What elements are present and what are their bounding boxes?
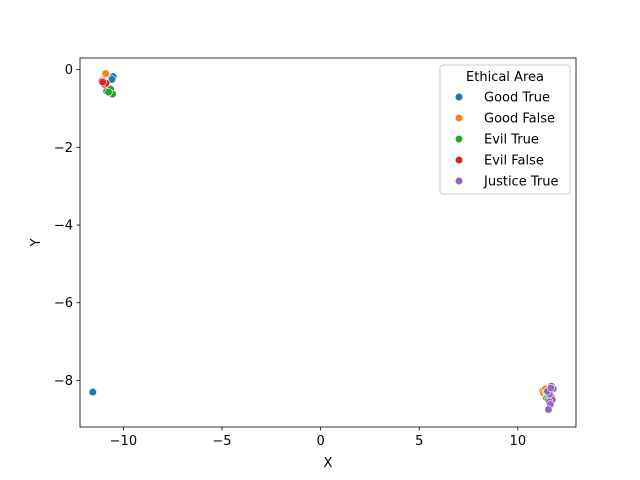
legend-marker-good-true	[454, 92, 464, 102]
legend: Ethical Area Good True Good False Evil Tru…	[439, 64, 571, 195]
point-evil-false	[98, 77, 107, 87]
legend-title: Ethical Area	[466, 70, 544, 85]
x-tick-label: 10	[510, 434, 527, 449]
legend-label-justice-true: Justice True	[483, 175, 558, 190]
legend-label-good-true: Good True	[484, 91, 550, 106]
y-tick-label: −2	[54, 141, 73, 156]
x-tick-label: −5	[212, 434, 231, 449]
y-axis-ticks: 0 −2 −4 −6 −8	[54, 63, 80, 389]
x-tick-label: 0	[316, 434, 324, 449]
legend-label-evil-false: Evil False	[484, 154, 544, 169]
legend-marker-evil-true	[454, 134, 464, 144]
point-justice-true	[544, 405, 553, 414]
x-axis-label: X	[324, 456, 333, 471]
y-tick-label: −6	[54, 296, 73, 311]
legend-box	[439, 64, 571, 195]
plot-frame	[79, 57, 577, 428]
point-good-true	[88, 387, 97, 397]
legend-marker-justice-true	[454, 176, 464, 186]
point-good-true	[107, 75, 117, 84]
x-axis-ticks: −10 −5 0 5 10	[110, 427, 526, 449]
legend-marker-good-false	[454, 113, 464, 123]
legend-entries: Good True Good False Evil True Evil False Ju…	[454, 91, 558, 190]
y-tick-label: −8	[54, 374, 73, 389]
y-axis-label: Y	[29, 238, 44, 247]
x-tick-label: −10	[110, 434, 137, 449]
point-justice-true	[546, 384, 556, 393]
y-tick-label: 0	[65, 63, 73, 78]
point-evil-true	[104, 88, 113, 97]
legend-marker-evil-false	[454, 155, 464, 165]
y-tick-label: −4	[54, 219, 73, 234]
legend-label-evil-true: Evil True	[484, 133, 539, 148]
data-points	[88, 69, 558, 414]
x-tick-label: 5	[415, 434, 423, 449]
legend-label-good-false: Good False	[484, 112, 555, 127]
